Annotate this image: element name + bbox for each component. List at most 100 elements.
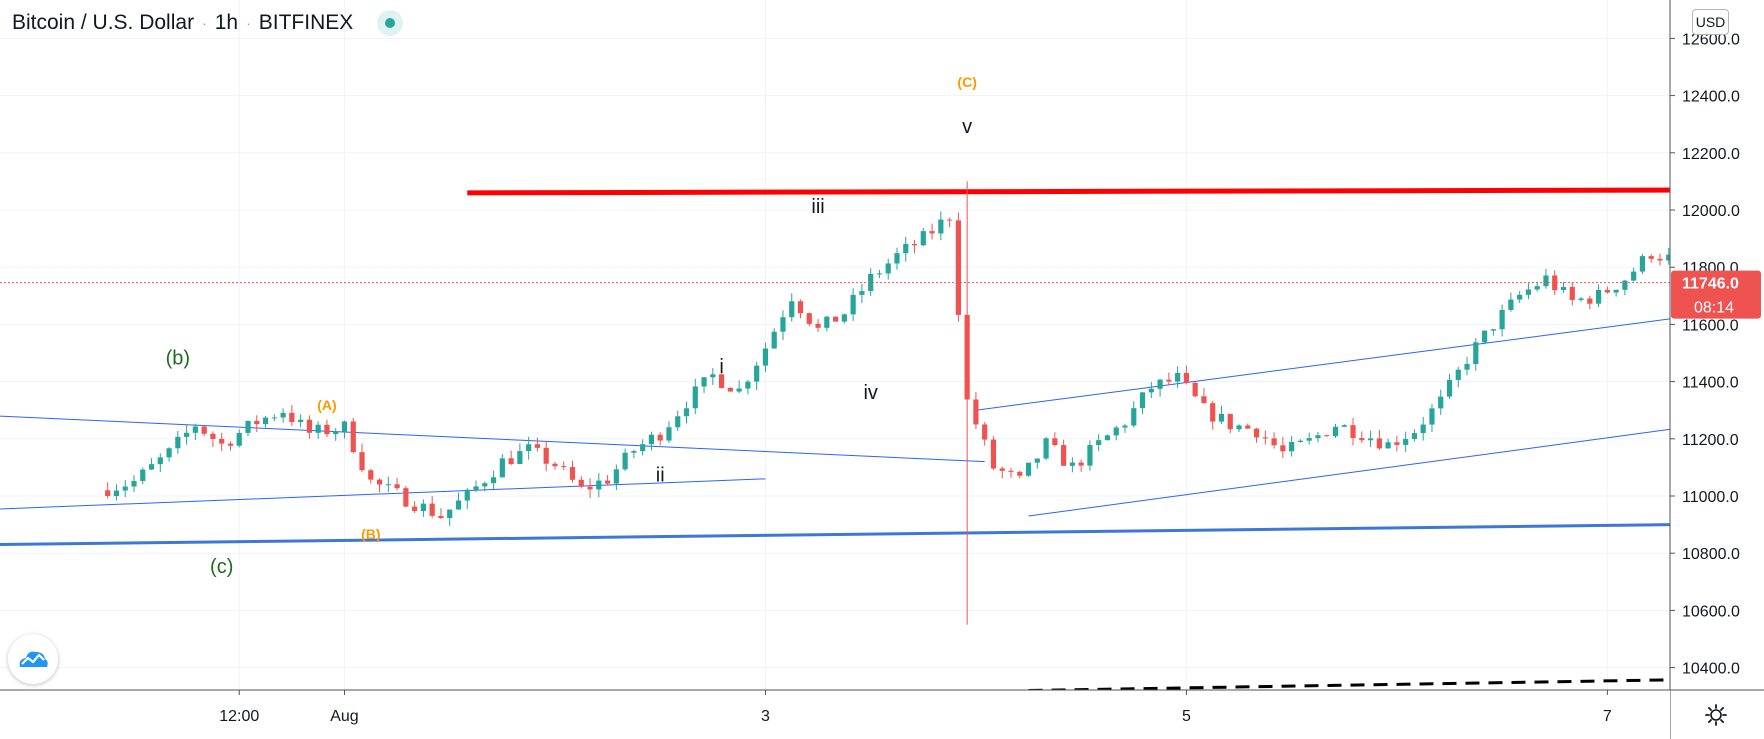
candle	[1104, 434, 1111, 441]
candle	[1631, 267, 1637, 282]
price-tick-label: 12400.0	[1682, 89, 1740, 106]
candle-body	[219, 438, 225, 444]
candle-body	[780, 317, 786, 332]
candle-body	[1289, 442, 1295, 452]
candle	[350, 417, 356, 454]
candle	[1648, 254, 1654, 263]
candle-body	[1280, 445, 1286, 452]
candle-body	[210, 433, 216, 439]
currency-button[interactable]: USD	[1692, 9, 1729, 35]
candle	[1262, 430, 1268, 445]
candle	[1490, 328, 1496, 336]
candle	[1376, 429, 1382, 451]
candle-body	[1657, 258, 1663, 261]
triangle-upper-line	[0, 415, 985, 463]
candle	[1324, 434, 1330, 437]
interval-label[interactable]: 1h	[214, 11, 239, 34]
candle-body	[227, 443, 234, 446]
candle-body	[1666, 254, 1672, 261]
candle	[227, 441, 234, 451]
symbol-title[interactable]: Bitcoin / U.S. Dollar	[12, 11, 195, 34]
candle	[1306, 432, 1312, 445]
candle-body	[262, 417, 269, 425]
candle	[157, 453, 163, 473]
candle	[745, 379, 751, 395]
candle	[754, 361, 760, 391]
candle	[1481, 330, 1488, 345]
tradingview-cloud-icon[interactable]	[8, 634, 58, 684]
candle-body	[376, 479, 383, 485]
candle	[324, 419, 330, 438]
candle	[1253, 427, 1260, 443]
candle	[561, 461, 567, 471]
candle	[1604, 286, 1610, 294]
candle-body	[1262, 437, 1268, 439]
candle	[1052, 432, 1058, 447]
time-tick-label: Aug	[330, 708, 358, 725]
candle-body	[1096, 440, 1102, 445]
candle-body	[122, 486, 128, 491]
candle	[1569, 282, 1575, 306]
candle	[1008, 467, 1014, 478]
candle-body	[1192, 382, 1198, 397]
candle	[262, 416, 269, 428]
candle	[490, 470, 497, 490]
candle-body	[692, 386, 698, 409]
candle-body	[157, 457, 163, 465]
candle	[1359, 431, 1365, 443]
candle-body	[1446, 379, 1453, 397]
candle	[569, 460, 576, 483]
candle	[771, 328, 777, 350]
candle-body	[964, 314, 970, 400]
candle-body	[1271, 438, 1277, 446]
candle-body	[1464, 364, 1470, 370]
channel-lower-line	[1028, 416, 1764, 517]
candle-body	[192, 426, 198, 433]
candle-body	[1560, 287, 1567, 291]
time-tick-label: 12:00	[219, 708, 259, 725]
candle-body	[1517, 294, 1523, 300]
candle-body	[175, 436, 181, 449]
market-status-icon[interactable]	[377, 10, 404, 36]
price-tick-label: 12200.0	[1682, 146, 1740, 163]
candle	[1587, 295, 1593, 310]
candle-body	[254, 420, 260, 425]
candle-body	[569, 467, 576, 480]
candle	[1446, 373, 1453, 400]
wave-label: ii	[656, 465, 665, 487]
candle	[578, 476, 584, 489]
candle-body	[1394, 442, 1400, 445]
candle	[1473, 338, 1479, 371]
candle-body	[464, 489, 470, 501]
candle	[1657, 253, 1663, 266]
candle-body	[552, 463, 558, 467]
candle	[1148, 381, 1154, 399]
candle-body	[894, 253, 900, 264]
candle	[1613, 289, 1619, 297]
candle	[1464, 356, 1470, 376]
candle	[929, 223, 935, 240]
candle-body	[1306, 438, 1312, 441]
candle-body	[999, 468, 1005, 471]
gear-icon[interactable]	[1702, 701, 1730, 729]
candle	[1578, 297, 1584, 302]
candle	[1455, 366, 1461, 388]
candle-body	[1210, 403, 1216, 422]
candle	[473, 480, 479, 492]
candle	[166, 447, 172, 462]
candle-body	[1236, 425, 1242, 430]
candle	[1280, 437, 1286, 458]
candle	[1069, 457, 1075, 473]
candle	[385, 476, 391, 493]
price-axis-panel	[1670, 0, 1764, 739]
candle	[1341, 424, 1347, 428]
candle-body	[947, 219, 953, 221]
candle-body	[1175, 372, 1181, 382]
candle-body	[1631, 271, 1637, 281]
candle	[1192, 381, 1198, 398]
candle	[666, 421, 672, 444]
candle-body	[1622, 280, 1628, 290]
